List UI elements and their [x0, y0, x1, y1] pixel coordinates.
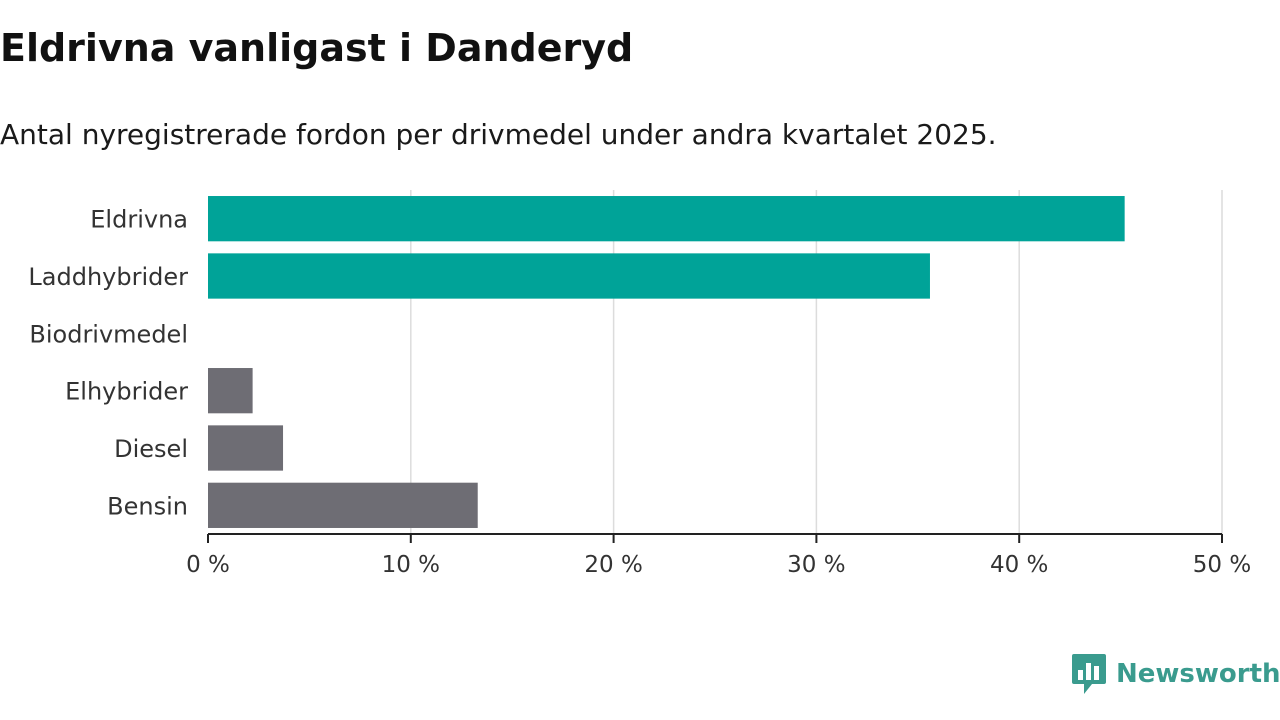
newsworthy-logo-icon	[1072, 654, 1106, 694]
brand-name: Newsworthy	[1116, 659, 1280, 689]
bar	[208, 425, 284, 471]
category-label: Eldrivna	[90, 206, 188, 234]
category-label: Elhybrider	[65, 378, 188, 406]
newsworthy-logo: Newsworthy	[1072, 654, 1280, 694]
bar	[208, 253, 930, 299]
x-tick-label: 10 %	[382, 552, 440, 578]
x-tick-label: 50 %	[1193, 552, 1251, 578]
bar	[208, 368, 253, 414]
x-tick-label: 0 %	[186, 552, 230, 578]
category-label: Bensin	[107, 492, 188, 520]
category-label: Laddhybrider	[28, 263, 188, 291]
chart-title: Eldrivna vanligast i Danderyd	[0, 26, 634, 70]
x-tick-label: 20 %	[584, 552, 642, 578]
x-tick-label: 40 %	[990, 552, 1048, 578]
chart-subtitle: Antal nyregistrerade fordon per drivmede…	[0, 118, 997, 151]
bar	[208, 482, 478, 528]
category-label: Diesel	[114, 435, 188, 463]
bar	[208, 196, 1125, 242]
category-label: Biodrivmedel	[29, 320, 188, 348]
x-tick-label: 30 %	[787, 552, 845, 578]
